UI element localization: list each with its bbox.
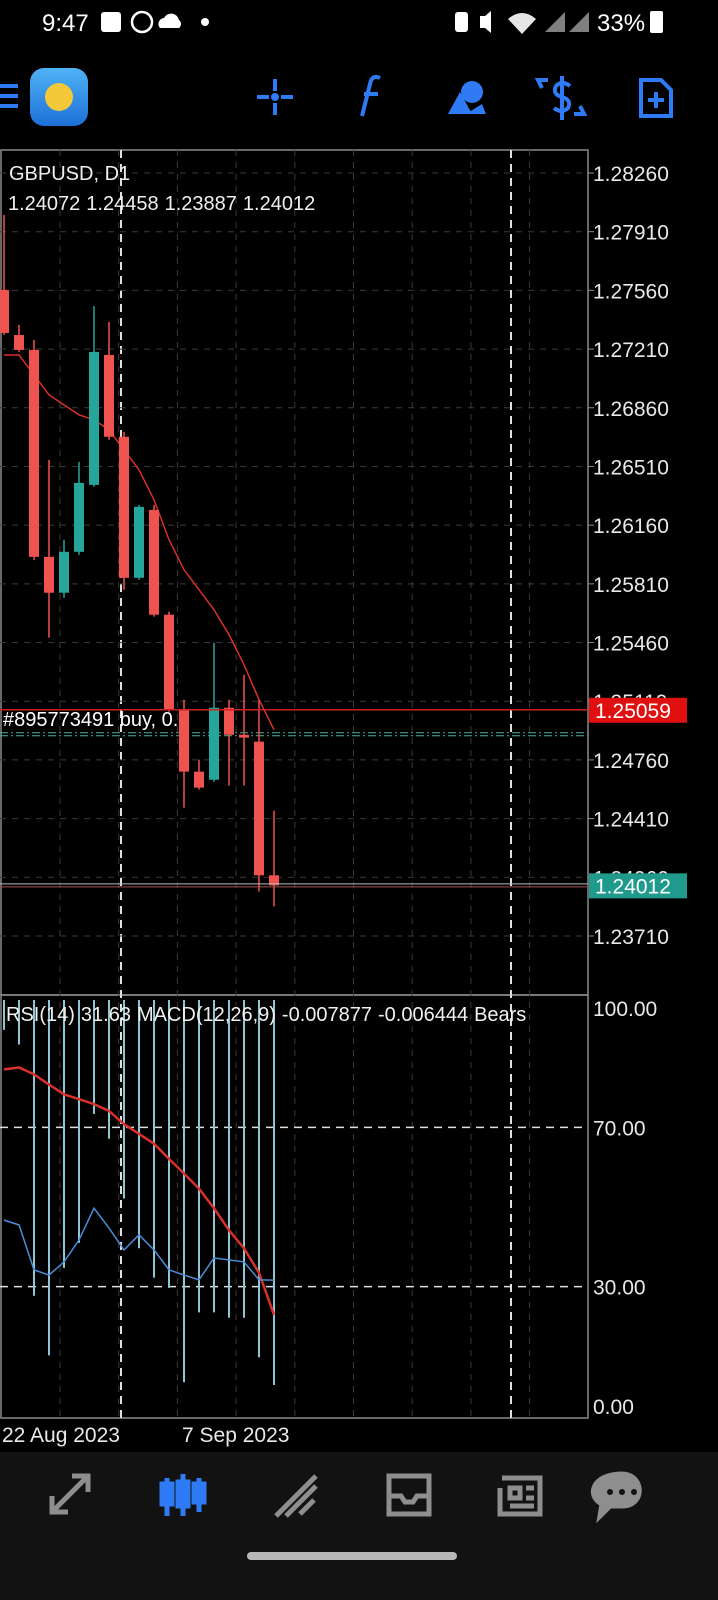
order-label: #895773491 buy, 0.	[3, 709, 178, 731]
rsi-value: 31.63	[81, 1004, 131, 1026]
vertical-grid	[59, 150, 531, 1418]
candle-body	[44, 556, 54, 593]
indicator-header-clip: RSI(14) 31.63 MACD(12,26,9) -0.007877 -0.006…	[6, 1004, 526, 1026]
bottom-nav	[0, 1452, 718, 1600]
menu-button[interactable]	[0, 84, 18, 108]
price-tick-label: 1.25460	[593, 633, 669, 656]
candle-body	[179, 709, 189, 772]
status-battery: 33%	[597, 10, 645, 37]
rsi-tick-label: 70.00	[593, 1117, 646, 1140]
candle-body	[269, 875, 279, 886]
candle-body	[239, 734, 249, 738]
date-label: 22 Aug 2023	[2, 1424, 120, 1447]
candle-body	[209, 707, 219, 780]
price-tick-label: 1.28260	[593, 163, 669, 186]
home-indicator	[247, 1552, 457, 1560]
price-axis: 1.28260 1.27910 1.27560 1.27210 1.26860 1.265…	[588, 163, 687, 1419]
price-tick-label: 1.26860	[593, 398, 669, 421]
candle-body	[0, 289, 9, 333]
date-axis: 22 Aug 2023 7 Sep 2023	[2, 1424, 289, 1447]
order-price-badge	[589, 697, 687, 723]
symbol-label: GBPUSD, D1	[9, 163, 130, 185]
nav-chart[interactable]	[159, 1474, 207, 1516]
rsi-tick-label: 100.00	[593, 998, 657, 1021]
high: 1.24458	[86, 193, 158, 215]
new-order-button[interactable]	[639, 78, 673, 118]
candle-body	[74, 482, 84, 552]
crosshair-button[interactable]	[257, 79, 293, 115]
nav-icons	[49, 1471, 642, 1524]
close: 1.24012	[243, 193, 315, 215]
rsi-tick-label: 0.00	[593, 1396, 634, 1419]
open: 1.24072	[8, 193, 80, 215]
candle-body	[29, 349, 39, 557]
logo-mark	[45, 83, 73, 111]
price-tick-label: 1.27910	[593, 222, 669, 245]
macd-label: MACD(12,26,9)	[137, 1004, 276, 1026]
objects-button[interactable]	[448, 81, 486, 114]
price-tick-label: 1.26510	[593, 456, 669, 479]
date-label: 7 Sep 2023	[182, 1424, 289, 1447]
bid-price-badge	[589, 873, 687, 899]
rsi-line	[3, 1206, 275, 1281]
candle-body	[59, 551, 69, 593]
candle-body	[194, 771, 204, 788]
macd-signal	[3, 1066, 276, 1316]
ohlc-label: 1.24072 1.24458 1.23887 1.24012	[8, 193, 315, 215]
candle-body	[224, 707, 234, 735]
status-icons	[101, 10, 663, 34]
low: 1.23887	[165, 193, 237, 215]
trade-button[interactable]	[534, 76, 588, 120]
chat-dots	[607, 1489, 637, 1495]
price-tick-label: 1.24760	[593, 750, 669, 773]
candle-body	[164, 614, 174, 710]
macd-value: -0.007877	[282, 1004, 372, 1026]
price-tick-label: 1.27210	[593, 339, 669, 362]
moving-average	[4, 354, 275, 731]
price-tick-label: 1.23710	[593, 926, 669, 949]
nav-trade[interactable]	[274, 1474, 318, 1518]
rsi-label: RSI(14)	[6, 1004, 75, 1026]
candle-body	[14, 334, 24, 350]
indicator-header: RSI(14) 31.63 MACD(12,26,9) -0.007877 -0.006…	[6, 1004, 526, 1026]
price-tick-label: 1.27560	[593, 280, 669, 303]
plot-area: #895773491 buy, 0.	[0, 172, 588, 1385]
nav-chat[interactable]	[590, 1471, 642, 1524]
candle-body	[134, 506, 144, 578]
nav-news[interactable]	[497, 1475, 543, 1517]
rsi-tick-label: 30.00	[593, 1277, 646, 1300]
price-tick-label: 1.25810	[593, 574, 669, 597]
candle-body	[254, 741, 264, 876]
indicator-tail: Bears	[474, 1004, 526, 1026]
bid-price-text: 1.24012	[595, 875, 671, 898]
macd-signal-value: -0.006444	[378, 1004, 468, 1026]
status-time: 9:47	[42, 10, 89, 37]
candle-body	[119, 436, 129, 578]
nav-quotes[interactable]	[49, 1473, 91, 1515]
price-tick-label: 1.26160	[593, 515, 669, 538]
nav-history[interactable]	[386, 1473, 432, 1517]
toolbar	[0, 68, 673, 126]
candle-body	[104, 354, 114, 437]
candle-body	[89, 351, 99, 485]
indicators-button[interactable]	[360, 74, 381, 117]
candle-body	[149, 509, 159, 615]
order-price-text: 1.25059	[595, 700, 671, 723]
price-tick-label: 1.24410	[593, 809, 669, 832]
